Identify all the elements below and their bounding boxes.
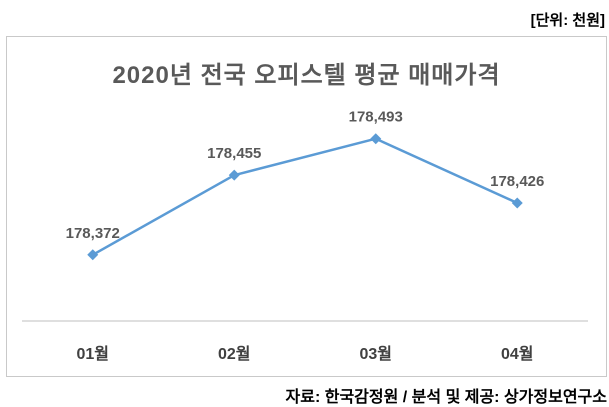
data-point-label: 178,426 (490, 173, 544, 190)
data-point-marker (87, 249, 99, 261)
data-point-label: 178,455 (207, 145, 261, 162)
x-axis-tick-label: 04월 (501, 345, 534, 363)
x-axis-tick-label: 02월 (218, 345, 251, 363)
data-point-label: 178,372 (66, 225, 120, 242)
source-label: 자료: 한국감정원 / 분석 및 제공: 상가정보연구소 (285, 389, 607, 406)
chart-title: 2020년 전국 오피스텔 평균 매매가격 (112, 62, 501, 89)
data-point-marker (228, 169, 240, 181)
line-chart: 178,372 01월 178,455 02월 178,493 03월 178,426 04월 (22, 109, 588, 363)
price-line (91, 137, 519, 257)
data-point-marker (511, 197, 523, 209)
data-point-label: 178,493 (349, 109, 403, 126)
x-axis-tick-label: 01월 (76, 345, 109, 363)
data-point-marker (370, 133, 382, 145)
unit-label: [단위: 천원] (530, 12, 605, 29)
chart-container: 178,372 01월 178,455 02월 178,493 03월 178,426 04월… (6, 36, 607, 377)
x-axis-tick-label: 03월 (359, 345, 392, 363)
